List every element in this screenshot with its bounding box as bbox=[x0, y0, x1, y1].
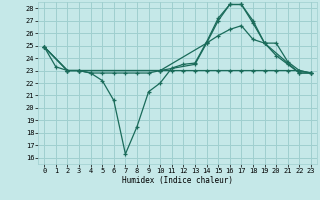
X-axis label: Humidex (Indice chaleur): Humidex (Indice chaleur) bbox=[122, 176, 233, 185]
